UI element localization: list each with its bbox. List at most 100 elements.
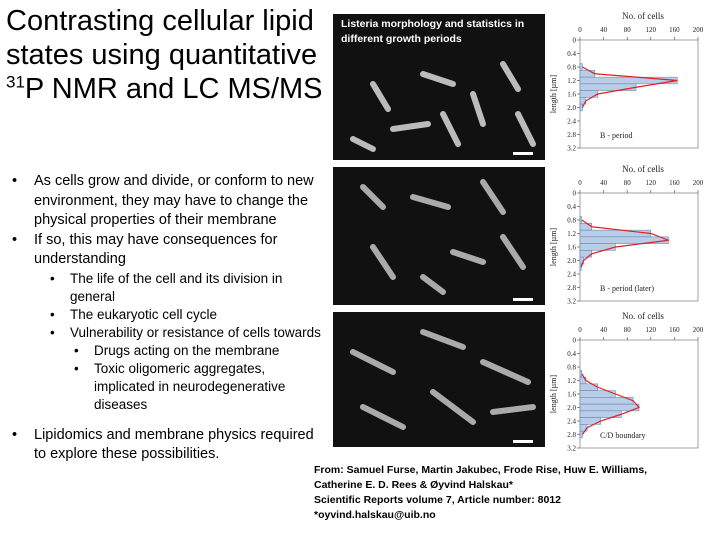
microscopy-image [333, 167, 545, 305]
x-tick-label: 120 [646, 326, 657, 334]
histogram-bar [579, 103, 583, 112]
histogram-bar [579, 243, 616, 251]
citation-line: From: Samuel Furse, Martin Jakubec, Frod… [314, 464, 648, 476]
microscopy-image [333, 14, 545, 160]
title-superscript: 31 [6, 72, 25, 92]
list: The life of the cell and its division in… [34, 270, 322, 414]
histogram-bar [579, 263, 582, 271]
x-tick-label: 120 [646, 26, 657, 34]
panel-caption: C/D boundary [600, 431, 646, 440]
y-tick-label: 2.0 [567, 257, 576, 265]
slide-title: Contrasting cellular lipid states using … [6, 4, 324, 106]
bullet-text: If so, this may have consequences for un… [34, 231, 278, 268]
x-axis-title: No. of cells [622, 164, 664, 174]
x-tick-label: 0 [578, 26, 582, 34]
x-tick-label: 80 [624, 179, 632, 187]
y-tick-label: 0.8 [567, 64, 576, 72]
citation-line: *oyvind.halskau@uib.no [314, 509, 436, 521]
histogram-panel: No. of cells 0 40 80 120 160 200 0 0.4 0.8 1.2 1.6 2… [549, 164, 704, 306]
bullet-list: As cells grow and divide, or conform to … [4, 172, 322, 465]
histogram-bar [579, 229, 652, 238]
y-tick-label: 3.2 [567, 445, 576, 453]
histogram-bar [579, 90, 598, 98]
bullet-text: Drugs acting on the membrane [94, 342, 280, 358]
histogram-bar [579, 70, 595, 78]
y-tick-label: 0.4 [567, 350, 576, 358]
y-tick-label: 0 [573, 37, 577, 45]
image-caption: Listeria morphology and statistics in di… [341, 18, 525, 45]
y-tick-label: 2.8 [567, 131, 576, 139]
histogram-bar [579, 397, 634, 405]
microscopy-image [333, 312, 545, 447]
x-tick-label: 120 [646, 179, 657, 187]
y-tick-label: 2.4 [567, 271, 576, 279]
x-axis-title: No. of cells [622, 311, 664, 321]
citation-line: Catherine E. D. Rees & Øyvind Halskau* [314, 479, 513, 491]
x-tick-label: 160 [669, 179, 680, 187]
bullet-text: Toxic oligomeric aggregates, implicated … [94, 360, 286, 412]
histogram-bar [579, 417, 601, 425]
y-tick-label: 2.4 [567, 118, 576, 126]
histogram-bar [579, 63, 583, 71]
histogram-bar [579, 83, 637, 91]
y-tick-label: 1.6 [567, 244, 576, 252]
histogram-panel: No. of cells 0 40 80 120 160 200 0 0.4 0.8 1.2 1.6 2… [549, 11, 704, 153]
histogram-bar [579, 430, 583, 439]
citation-line: Scientific Reports volume 7, Article num… [314, 494, 562, 506]
histogram-bar [579, 223, 593, 231]
y-tick-label: 1.2 [567, 77, 576, 85]
bullet-text: Vulnerability or resistance of cells tow… [70, 324, 321, 340]
x-tick-label: 80 [624, 326, 632, 334]
bullet-item: If so, this may have consequences for un… [12, 231, 322, 414]
y-tick-label: 1.2 [567, 377, 576, 385]
bullet-item: Drugs acting on the membrane [74, 342, 322, 360]
y-tick-label: 2.0 [567, 104, 576, 112]
y-tick-label: 2.8 [567, 431, 576, 439]
list: Drugs acting on the membrane Toxic oligom… [70, 342, 322, 414]
x-tick-label: 200 [693, 179, 704, 187]
y-tick-label: 0 [573, 337, 577, 345]
title-text: Contrasting cellular lipid states using … [6, 5, 318, 71]
x-tick-label: 0 [578, 326, 582, 334]
x-tick-label: 160 [669, 26, 680, 34]
y-axis-title: length [µm] [549, 375, 558, 413]
y-tick-label: 0.4 [567, 50, 576, 58]
y-tick-label: 2.0 [567, 404, 576, 412]
x-axis-title: No. of cells [622, 11, 664, 21]
y-axis-title: length [µm] [549, 228, 558, 266]
fit-curve [580, 219, 669, 268]
x-tick-label: 200 [693, 26, 704, 34]
bullet-item: Toxic oligomeric aggregates, implicated … [74, 360, 322, 414]
histogram-bar [579, 403, 640, 412]
x-tick-label: 80 [624, 26, 632, 34]
bullet-text: Lipidomics and membrane physics required… [34, 426, 314, 463]
x-tick-label: 40 [600, 179, 608, 187]
bullet-item: Vulnerability or resistance of cells tow… [50, 324, 322, 414]
x-tick-label: 0 [578, 179, 582, 187]
panel-caption: B - period (later) [600, 284, 654, 293]
histogram-panel: No. of cells 0 40 80 120 160 200 0 0.4 0.8 1.2 1.6 2… [549, 311, 704, 453]
y-tick-label: 0 [573, 190, 577, 198]
x-tick-label: 40 [600, 26, 608, 34]
bullet-item: The life of the cell and its division in… [50, 270, 322, 306]
fit-curve [581, 373, 641, 435]
list: As cells grow and divide, or conform to … [4, 172, 322, 465]
title-text: P NMR and LC MS/MS [24, 73, 323, 105]
histogram-bar [579, 236, 669, 244]
histogram-bar [579, 383, 598, 391]
histogram-bar [579, 216, 583, 224]
fit-curve [581, 66, 678, 108]
x-tick-label: 200 [693, 326, 704, 334]
bullet-item: The eukaryotic cell cycle [50, 306, 322, 324]
bullet-item: Lipidomics and membrane physics required… [12, 426, 322, 465]
y-tick-label: 1.2 [567, 230, 576, 238]
y-tick-label: 0.8 [567, 364, 576, 372]
y-tick-label: 0.4 [567, 203, 576, 211]
y-tick-label: 3.2 [567, 298, 576, 306]
y-tick-label: 0.8 [567, 217, 576, 225]
bullet-text: The life of the cell and its division in… [70, 270, 283, 304]
x-tick-label: 160 [669, 326, 680, 334]
y-tick-label: 1.6 [567, 391, 576, 399]
y-tick-label: 2.8 [567, 284, 576, 292]
